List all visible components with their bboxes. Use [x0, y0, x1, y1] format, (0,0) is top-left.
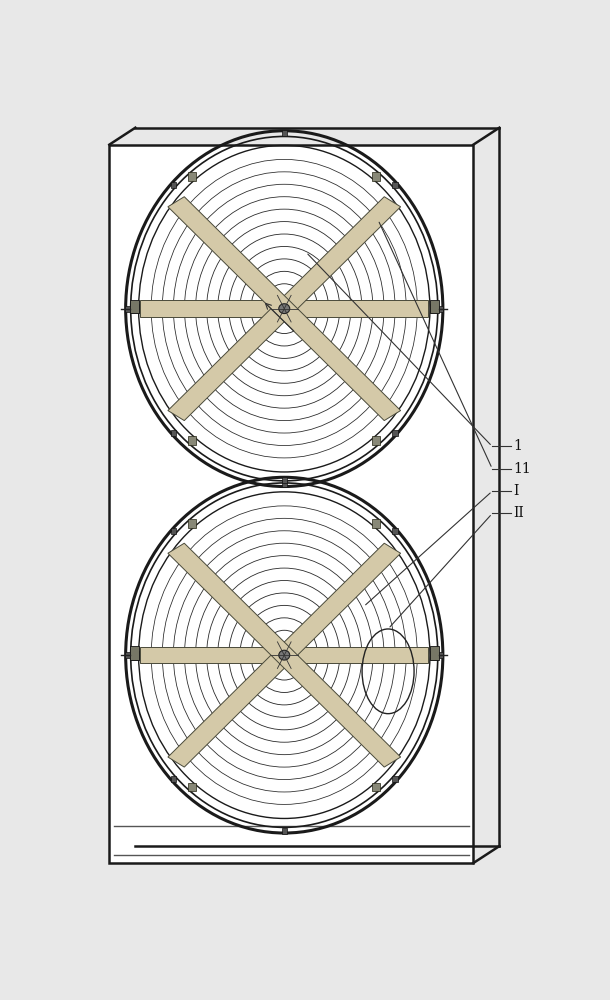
- Bar: [392, 528, 398, 534]
- Bar: [429, 304, 437, 313]
- Bar: [282, 481, 287, 487]
- Bar: [125, 306, 131, 312]
- Bar: [109, 145, 473, 863]
- Polygon shape: [168, 197, 401, 421]
- Text: II: II: [513, 506, 524, 520]
- Bar: [438, 652, 443, 658]
- Bar: [282, 828, 287, 834]
- Text: 11: 11: [513, 462, 531, 476]
- Polygon shape: [168, 543, 401, 767]
- Bar: [438, 306, 443, 312]
- Ellipse shape: [279, 304, 290, 314]
- Bar: [282, 477, 287, 483]
- Bar: [130, 300, 138, 313]
- Bar: [188, 172, 196, 181]
- Bar: [131, 304, 139, 313]
- Bar: [188, 519, 196, 528]
- Bar: [372, 783, 380, 791]
- Bar: [372, 172, 380, 181]
- Bar: [430, 300, 439, 313]
- Bar: [171, 528, 176, 534]
- Bar: [429, 651, 437, 660]
- Bar: [392, 776, 398, 782]
- Bar: [125, 652, 131, 658]
- Bar: [188, 436, 196, 445]
- Polygon shape: [168, 197, 401, 421]
- Bar: [430, 646, 439, 660]
- Bar: [392, 182, 398, 188]
- Bar: [171, 182, 176, 188]
- Bar: [171, 776, 176, 782]
- Text: 1: 1: [513, 439, 522, 453]
- Bar: [171, 430, 176, 436]
- Bar: [372, 519, 380, 528]
- Bar: [282, 130, 287, 136]
- Bar: [392, 430, 398, 436]
- Bar: [188, 783, 196, 791]
- Polygon shape: [168, 543, 401, 767]
- Polygon shape: [140, 300, 428, 317]
- Text: I: I: [513, 484, 518, 498]
- Bar: [131, 651, 139, 660]
- Bar: [130, 646, 138, 660]
- Bar: [372, 436, 380, 445]
- Polygon shape: [140, 647, 428, 663]
- Ellipse shape: [279, 650, 290, 660]
